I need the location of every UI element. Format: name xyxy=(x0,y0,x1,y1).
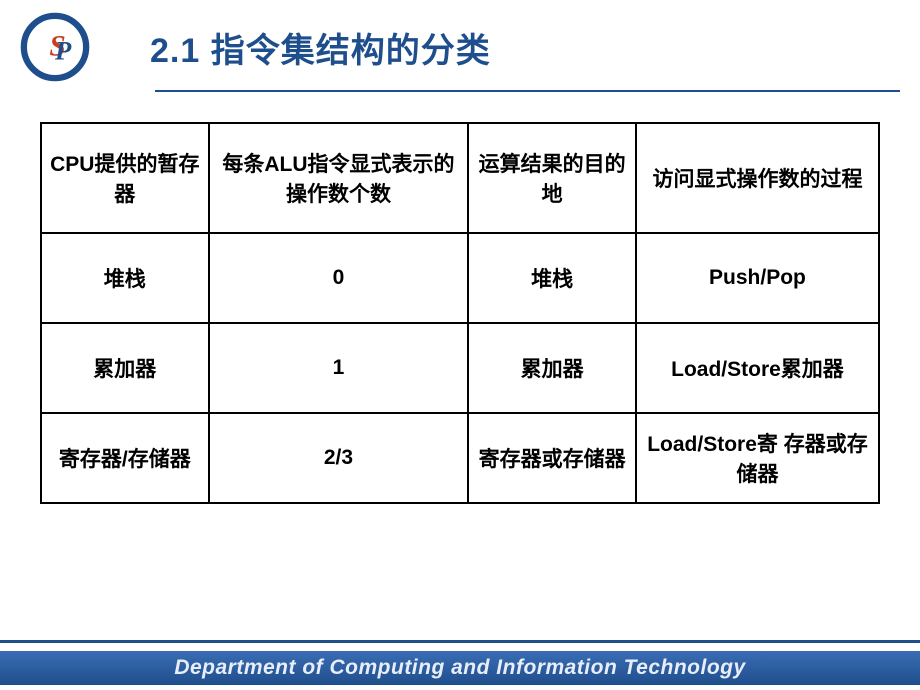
footer-gap xyxy=(0,643,920,651)
table-cell: 累加器 xyxy=(468,323,636,413)
slide-content: CPU提供的暂存器 每条ALU指令显式表示的操作数个数 运算结果的目的地 访问显… xyxy=(0,92,920,504)
classification-table: CPU提供的暂存器 每条ALU指令显式表示的操作数个数 运算结果的目的地 访问显… xyxy=(40,122,880,504)
table-row: 累加器 1 累加器 Load/Store累加器 xyxy=(41,323,879,413)
table-cell: 0 xyxy=(209,233,469,323)
slide-title: 2.1 指令集结构的分类 xyxy=(150,23,491,72)
footer-text: Department of Computing and Information … xyxy=(174,656,745,680)
table-cell: 堆栈 xyxy=(468,233,636,323)
slide-header: S P Second Polytechnic University 2.1 指令… xyxy=(0,0,920,90)
table-header-cell: CPU提供的暂存器 xyxy=(41,123,209,233)
table-cell: 1 xyxy=(209,323,469,413)
table-row: 寄存器/存储器 2/3 寄存器或存储器 Load/Store寄 存器或存储器 xyxy=(41,413,879,503)
university-logo: S P Second Polytechnic University xyxy=(20,12,90,82)
table-cell: 寄存器或存储器 xyxy=(468,413,636,503)
table-cell: 累加器 xyxy=(41,323,209,413)
table-cell: Load/Store寄 存器或存储器 xyxy=(636,413,879,503)
svg-text:P: P xyxy=(54,36,72,66)
table-row: 堆栈 0 堆栈 Push/Pop xyxy=(41,233,879,323)
table-header-row: CPU提供的暂存器 每条ALU指令显式表示的操作数个数 运算结果的目的地 访问显… xyxy=(41,123,879,233)
table-cell: 2/3 xyxy=(209,413,469,503)
table-header-cell: 访问显式操作数的过程 xyxy=(636,123,879,233)
slide-footer: Department of Computing and Information … xyxy=(0,640,920,690)
table-header-cell: 运算结果的目的地 xyxy=(468,123,636,233)
table-cell: 寄存器/存储器 xyxy=(41,413,209,503)
table-cell: Push/Pop xyxy=(636,233,879,323)
footer-band: Department of Computing and Information … xyxy=(0,651,920,685)
table-cell: 堆栈 xyxy=(41,233,209,323)
table-header-cell: 每条ALU指令显式表示的操作数个数 xyxy=(209,123,469,233)
table-cell: Load/Store累加器 xyxy=(636,323,879,413)
